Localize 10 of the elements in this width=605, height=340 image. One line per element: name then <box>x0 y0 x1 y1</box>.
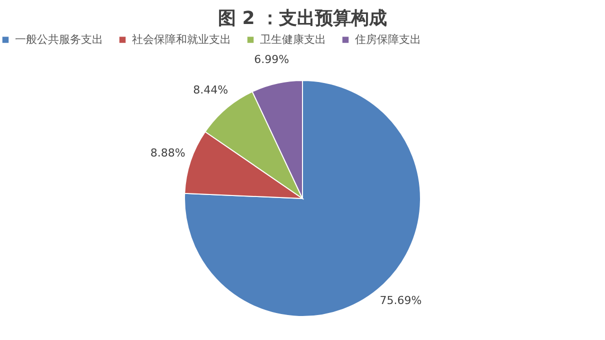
data-label: 75.69% <box>380 294 422 308</box>
chart-title: 图 2 ：支出预算构成 <box>218 8 388 29</box>
pie-slice <box>184 80 421 317</box>
legend-label: 一般公共服务支出 <box>15 32 103 46</box>
data-label: 8.88% <box>150 146 186 160</box>
legend-label: 住房保障支出 <box>355 32 421 46</box>
data-label: 8.44% <box>193 83 228 96</box>
legend-label: 卫生健康支出 <box>260 32 326 46</box>
data-label: 6.99% <box>254 52 290 66</box>
legend-label: 社会保障和就业支出 <box>132 32 231 46</box>
